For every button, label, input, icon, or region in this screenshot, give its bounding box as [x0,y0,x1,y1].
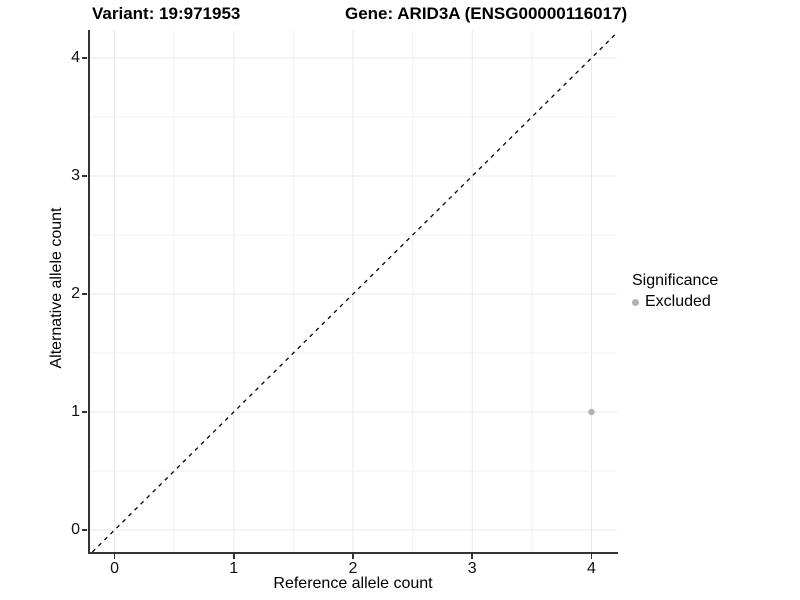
legend-point-icon [632,298,639,306]
x-tick-label: 4 [587,560,596,577]
y-tick-mark [82,293,87,295]
identity-line [91,32,617,552]
x-tick-mark [233,554,235,559]
x-tick-label: 3 [467,560,477,577]
plot-title-variant: Variant: 19:971953 [92,4,241,23]
y-tick-label: 4 [71,48,80,66]
y-tick-label: 0 [71,521,80,539]
legend: Significance Excluded [632,271,718,312]
x-axis-line [88,552,618,554]
plot-title-gene: Gene: ARID3A (ENSG00000116017) [345,4,628,23]
plot-panel [89,30,617,552]
y-tick-mark [82,57,87,59]
y-tick-label: 3 [71,166,80,184]
x-tick-label: 1 [229,560,239,577]
x-tick-mark [590,554,593,559]
x-tick-mark [352,554,354,559]
y-tick-label: 1 [71,403,80,421]
y-tick-mark [82,175,87,177]
legend-title: Significance [632,272,719,289]
data-point [588,408,595,416]
x-tick-mark [471,554,473,559]
x-tick-label: 2 [348,560,358,577]
y-tick-label: 2 [71,285,80,302]
x-tick-label: 0 [110,560,119,577]
x-tick-mark [113,554,116,559]
y-tick-mark [82,411,87,413]
y-tick-mark [82,529,87,531]
x-axis-title: Reference allele count [273,575,433,592]
plot-canvas [89,30,617,552]
legend-entry-excluded: Excluded [632,292,718,312]
y-axis-line [88,30,90,554]
legend-entry-label: Excluded [645,293,711,310]
